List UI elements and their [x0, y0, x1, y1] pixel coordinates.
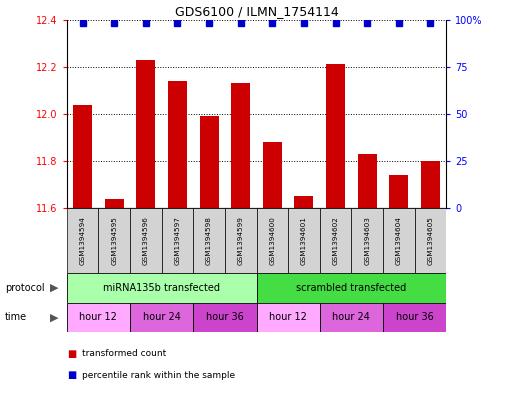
Text: hour 36: hour 36	[396, 312, 433, 322]
Text: GSM1394603: GSM1394603	[364, 216, 370, 265]
Text: hour 24: hour 24	[143, 312, 181, 322]
Bar	[168, 81, 187, 208]
Text: GSM1394602: GSM1394602	[332, 216, 339, 265]
Bar	[105, 199, 124, 208]
Text: ▶: ▶	[50, 312, 58, 322]
Bar	[193, 303, 256, 332]
Bar	[200, 116, 219, 208]
Text: GSM1394600: GSM1394600	[269, 216, 275, 265]
Bar	[320, 303, 383, 332]
Text: GSM1394605: GSM1394605	[427, 216, 433, 265]
Text: hour 12: hour 12	[80, 312, 117, 322]
Bar	[320, 208, 351, 273]
Bar	[73, 105, 92, 208]
Bar	[136, 60, 155, 208]
Bar	[421, 161, 440, 208]
Bar	[256, 303, 320, 332]
Title: GDS6100 / ILMN_1754114: GDS6100 / ILMN_1754114	[174, 6, 339, 18]
Text: GSM1394599: GSM1394599	[238, 216, 244, 265]
Bar	[225, 208, 256, 273]
Text: GSM1394597: GSM1394597	[174, 216, 181, 265]
Bar	[389, 175, 408, 208]
Text: GSM1394594: GSM1394594	[80, 216, 86, 265]
Bar	[256, 273, 446, 303]
Bar	[231, 83, 250, 208]
Bar	[358, 154, 377, 208]
Text: hour 24: hour 24	[332, 312, 370, 322]
Bar	[326, 64, 345, 208]
Text: hour 36: hour 36	[206, 312, 244, 322]
Text: percentile rank within the sample: percentile rank within the sample	[82, 371, 235, 380]
Bar	[288, 208, 320, 273]
Text: ■: ■	[67, 370, 76, 380]
Bar	[351, 208, 383, 273]
Bar	[294, 196, 313, 208]
Text: scrambled transfected: scrambled transfected	[297, 283, 406, 293]
Text: GSM1394595: GSM1394595	[111, 216, 117, 265]
Text: miRNA135b transfected: miRNA135b transfected	[103, 283, 220, 293]
Text: transformed count: transformed count	[82, 349, 166, 358]
Bar	[98, 208, 130, 273]
Text: protocol: protocol	[5, 283, 45, 293]
Bar	[256, 208, 288, 273]
Bar	[193, 208, 225, 273]
Text: ■: ■	[67, 349, 76, 359]
Bar	[162, 208, 193, 273]
Text: GSM1394596: GSM1394596	[143, 216, 149, 265]
Bar	[383, 303, 446, 332]
Bar	[383, 208, 415, 273]
Text: GSM1394604: GSM1394604	[396, 216, 402, 265]
Bar	[67, 208, 98, 273]
Text: GSM1394601: GSM1394601	[301, 216, 307, 265]
Bar	[415, 208, 446, 273]
Text: time: time	[5, 312, 27, 322]
Bar	[130, 303, 193, 332]
Bar	[67, 303, 130, 332]
Text: GSM1394598: GSM1394598	[206, 216, 212, 265]
Text: hour 12: hour 12	[269, 312, 307, 322]
Bar	[263, 142, 282, 208]
Bar	[130, 208, 162, 273]
Bar	[67, 273, 256, 303]
Text: ▶: ▶	[50, 283, 58, 293]
